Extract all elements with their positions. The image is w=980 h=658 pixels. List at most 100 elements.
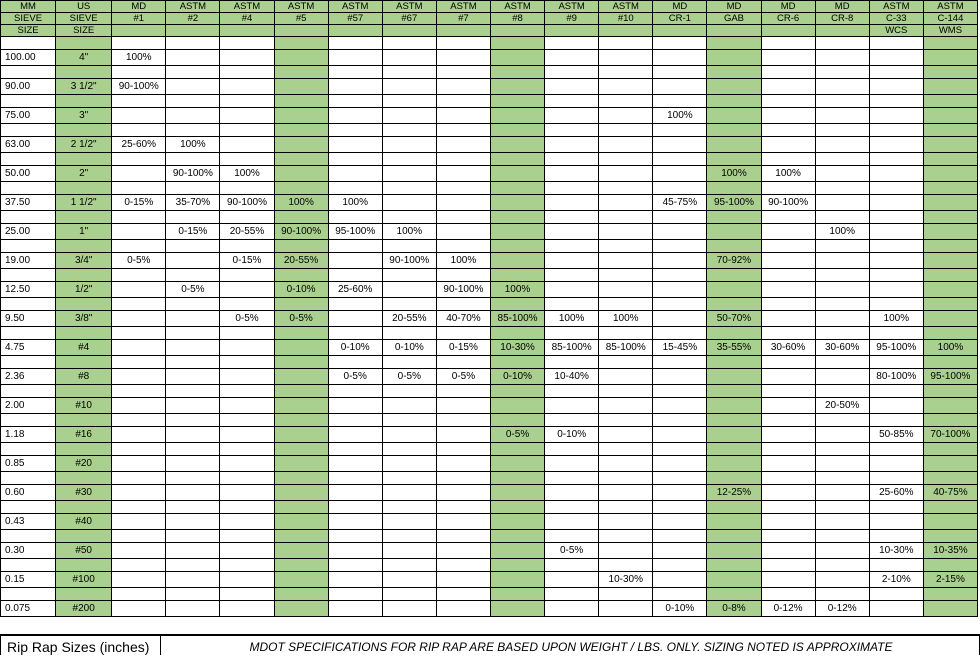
spacer-cell [598, 587, 654, 601]
spacer-cell [652, 123, 708, 137]
spacer-row [0, 413, 979, 427]
spacer-cell [273, 239, 329, 253]
spacer-cell [0, 65, 57, 79]
mm-sieve-cell: 0.43 [0, 513, 57, 530]
spacer-cell [760, 558, 816, 572]
spacer-cell [706, 297, 762, 311]
spacer-cell [652, 297, 708, 311]
spacer-cell [814, 94, 870, 108]
percent-passing-cell [219, 368, 275, 385]
spacer-cell [435, 355, 491, 369]
spacer-cell [868, 529, 924, 543]
percent-passing-cell [706, 397, 762, 414]
us-sieve-cell: #50 [55, 542, 113, 559]
percent-passing-cell [489, 49, 546, 66]
spacer-cell [381, 268, 437, 282]
percent-passing-cell: 100% [165, 136, 221, 153]
column-header: ASTM [598, 0, 654, 13]
spacer-row [0, 210, 979, 224]
spacer-cell [165, 442, 221, 456]
percent-passing-cell [706, 455, 762, 472]
spacer-cell [165, 500, 221, 514]
spacer-cell [868, 94, 924, 108]
spacer-cell [922, 558, 979, 572]
percent-passing-cell [165, 252, 221, 269]
table-row: 75.00 3" 100% [0, 107, 979, 124]
spacer-cell [435, 65, 491, 79]
percent-passing-cell [435, 542, 491, 559]
spacer-cell [814, 36, 870, 50]
spacer-cell [381, 384, 437, 398]
us-sieve-cell: #20 [55, 455, 113, 472]
spacer-cell [814, 326, 870, 340]
spacer-cell [922, 123, 979, 137]
percent-passing-cell [435, 165, 491, 182]
percent-passing-cell [219, 426, 275, 443]
spacer-cell [273, 587, 329, 601]
percent-passing-cell: 15-45% [652, 339, 708, 356]
spacer-cell [544, 413, 600, 427]
column-header: SIEVE [0, 12, 57, 25]
spacer-cell [652, 587, 708, 601]
spacer-cell [381, 152, 437, 166]
spacer-cell [598, 94, 654, 108]
table-row: 4.75 #4 0-10% 0-10% 0-15% 10-30% 85-100% 85-100… [0, 339, 979, 356]
spacer-cell [381, 442, 437, 456]
percent-passing-cell [760, 455, 816, 472]
percent-passing-cell: 100% [381, 223, 437, 240]
percent-passing-cell [868, 397, 924, 414]
percent-passing-cell: 0-12% [760, 600, 816, 617]
percent-passing-cell [111, 339, 167, 356]
percent-passing-cell [111, 107, 167, 124]
spacer-cell [706, 181, 762, 195]
spacer-cell [544, 355, 600, 369]
spacer-cell [273, 355, 329, 369]
spacer-cell [814, 529, 870, 543]
spacer-cell [111, 123, 167, 137]
column-header: ASTM [544, 0, 600, 13]
spacer-cell [435, 94, 491, 108]
spacer-cell [273, 181, 329, 195]
spacer-cell [381, 326, 437, 340]
spacer-cell [544, 471, 600, 485]
spacer-cell [111, 268, 167, 282]
percent-passing-cell [598, 49, 654, 66]
percent-passing-cell [219, 136, 275, 153]
spacer-cell [922, 326, 979, 340]
us-sieve-cell: 2" [55, 165, 113, 182]
us-sieve-cell: 2 1/2" [55, 136, 113, 153]
spacer-cell [111, 36, 167, 50]
percent-passing-cell: 80-100% [868, 368, 924, 385]
percent-passing-cell [598, 78, 654, 95]
header-row: SIEVE SIEVE #1 #2 #4 #5 #57 #67 #7 #8 #9 #10 CR-1 GAB… [0, 12, 979, 25]
percent-passing-cell: 10-30% [489, 339, 546, 356]
spacer-cell [760, 529, 816, 543]
spacer-cell [165, 210, 221, 224]
spacer-cell [544, 152, 600, 166]
percent-passing-cell [489, 223, 546, 240]
percent-passing-cell [652, 455, 708, 472]
spacer-cell [489, 326, 546, 340]
column-header [219, 24, 275, 37]
spacer-cell [652, 65, 708, 79]
percent-passing-cell [435, 600, 491, 617]
mm-sieve-cell: 1.18 [0, 426, 57, 443]
spacer-cell [706, 65, 762, 79]
spacer-cell [760, 500, 816, 514]
mm-sieve-cell: 0.30 [0, 542, 57, 559]
spacer-cell [111, 297, 167, 311]
spacer-cell [489, 94, 546, 108]
spacer-cell [489, 268, 546, 282]
percent-passing-cell [327, 426, 383, 443]
spacer-cell [868, 36, 924, 50]
mm-sieve-cell: 25.00 [0, 223, 57, 240]
spacer-cell [435, 587, 491, 601]
spacer-cell [273, 558, 329, 572]
percent-passing-cell [760, 49, 816, 66]
gradation-table: MM US MD ASTM ASTM ASTM ASTM ASTM ASTM ASTM ASTM AS… [0, 0, 979, 617]
spacer-cell [489, 36, 546, 50]
percent-passing-cell [652, 223, 708, 240]
spacer-cell [219, 65, 275, 79]
spacer-cell [111, 181, 167, 195]
percent-passing-cell: 0-10% [273, 281, 329, 298]
